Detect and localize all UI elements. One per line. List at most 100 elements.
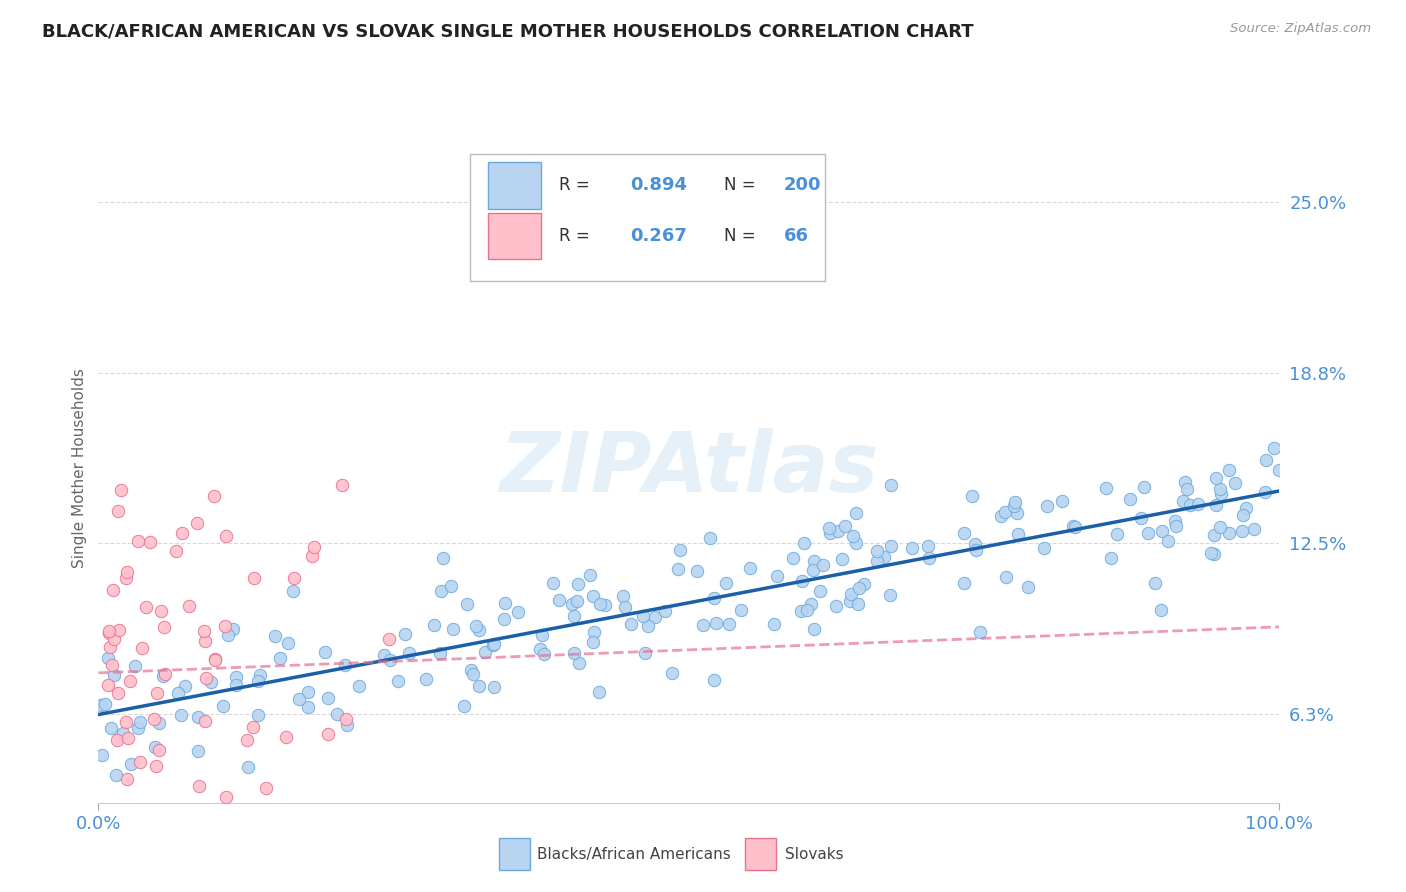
Point <box>1105 527 1128 541</box>
Point <box>318 691 340 706</box>
Point <box>174 679 197 693</box>
Point <box>1152 524 1174 539</box>
Point <box>398 646 420 660</box>
Point <box>880 539 903 553</box>
Point <box>330 478 353 492</box>
Point <box>214 619 236 633</box>
Point <box>834 519 856 533</box>
Point <box>842 529 865 543</box>
Point <box>112 809 135 823</box>
Point <box>128 755 150 769</box>
Point <box>195 672 218 686</box>
Point <box>1164 514 1187 528</box>
Point <box>845 536 868 550</box>
Point <box>221 622 243 636</box>
Point <box>179 599 201 613</box>
Point <box>703 673 725 688</box>
Point <box>589 597 612 611</box>
Point <box>115 571 138 585</box>
Point <box>827 524 849 538</box>
Point <box>661 666 683 681</box>
Point <box>243 571 266 585</box>
Point <box>1232 524 1254 538</box>
Point <box>952 526 974 541</box>
Point <box>430 583 453 598</box>
Point <box>183 809 205 823</box>
Point <box>1129 511 1152 525</box>
Point <box>1064 520 1087 534</box>
Point <box>1254 485 1277 500</box>
Point <box>633 609 655 624</box>
Point <box>115 772 138 787</box>
Point <box>803 553 825 567</box>
Point <box>793 536 815 550</box>
Point <box>373 648 395 662</box>
Point <box>1119 492 1142 507</box>
Point <box>1254 453 1277 467</box>
Point <box>730 603 752 617</box>
Point <box>98 624 121 638</box>
Point <box>612 589 634 603</box>
Point <box>1062 518 1084 533</box>
Point <box>562 608 585 623</box>
Point <box>965 542 987 557</box>
Point <box>215 790 238 805</box>
Point <box>336 718 359 732</box>
Point <box>150 604 173 618</box>
Point <box>378 632 401 646</box>
Text: N =: N = <box>724 176 756 194</box>
Point <box>127 721 149 735</box>
Point <box>1234 501 1257 516</box>
Point <box>207 809 229 823</box>
Point <box>1199 546 1222 560</box>
Point <box>1205 471 1227 485</box>
Point <box>165 544 187 558</box>
Point <box>115 565 138 579</box>
Point <box>1036 499 1059 513</box>
Point <box>153 667 176 681</box>
Point <box>288 692 311 706</box>
Point <box>994 570 1017 584</box>
Point <box>1099 551 1122 566</box>
Point <box>852 576 875 591</box>
Point <box>953 576 976 591</box>
Point <box>139 534 162 549</box>
Point <box>582 625 605 640</box>
Point <box>644 609 666 624</box>
Point <box>666 562 689 576</box>
Point <box>582 589 605 603</box>
Point <box>127 534 149 549</box>
Point <box>873 549 896 564</box>
Point <box>838 594 860 608</box>
Point <box>277 635 299 649</box>
Point <box>349 679 371 693</box>
Point <box>100 721 122 735</box>
Point <box>482 680 505 694</box>
Point <box>333 657 356 672</box>
Point <box>917 539 939 553</box>
Point <box>1004 495 1026 509</box>
Point <box>1225 475 1247 490</box>
Point <box>461 667 484 681</box>
Point <box>1174 475 1197 490</box>
Point <box>790 604 813 618</box>
Point <box>548 593 571 607</box>
Point <box>839 587 862 601</box>
Point <box>194 633 217 648</box>
Point <box>817 521 839 535</box>
Point <box>98 640 121 654</box>
Point <box>468 623 491 637</box>
Point <box>969 625 991 640</box>
Point <box>217 628 239 642</box>
Text: BLACK/AFRICAN AMERICAN VS SLOVAK SINGLE MOTHER HOUSEHOLDS CORRELATION CHART: BLACK/AFRICAN AMERICAN VS SLOVAK SINGLE … <box>42 22 974 40</box>
Point <box>579 567 602 582</box>
Point <box>104 768 127 782</box>
Point <box>825 599 848 613</box>
Point <box>135 600 157 615</box>
Point <box>588 684 610 698</box>
Point <box>91 748 114 763</box>
Point <box>811 558 834 573</box>
Point <box>866 554 889 568</box>
Point <box>474 645 496 659</box>
Point <box>115 715 138 730</box>
